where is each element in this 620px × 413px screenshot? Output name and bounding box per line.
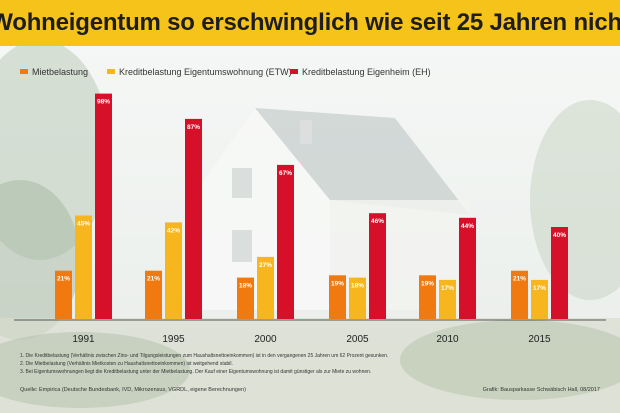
data-label-2000-series-2: 27% — [259, 262, 272, 269]
legend-label-1: Mietbelastung — [32, 67, 88, 77]
bar-1995-series-2 — [165, 222, 182, 319]
x-tick-label-2005: 2005 — [346, 334, 369, 345]
data-label-2000-series-3: 67% — [279, 170, 292, 177]
legend-swatch-1 — [20, 69, 28, 74]
bar-2010-series-2 — [439, 279, 456, 319]
footnote-1: 1. Die Kreditbelastung (Verhältnis zwisc… — [20, 353, 388, 359]
footnote-2: 2. Die Mietbelastung (Verhältnis Mietkos… — [20, 361, 233, 367]
bar-1995-series-1 — [145, 270, 162, 319]
data-label-2015-series-3: 40% — [553, 232, 566, 239]
x-tick-label-1995: 1995 — [162, 334, 185, 345]
data-label-1991-series-2: 45% — [77, 221, 90, 228]
x-tick-label-1991: 1991 — [72, 334, 95, 345]
page-title: Wohneigentum so erschwinglich wie seit 2… — [0, 9, 620, 36]
bar-2015-series-1 — [511, 270, 528, 319]
legend-label-2: Kreditbelastung Eigentumswohnung (ETW) — [119, 67, 292, 77]
data-label-1995-series-3: 87% — [187, 124, 200, 131]
data-label-2010-series-1: 19% — [421, 280, 434, 287]
footnote-3: 3. Bei Eigentumswohnungen liegt die Kred… — [20, 369, 371, 375]
x-tick-label-2015: 2015 — [528, 334, 551, 345]
x-tick-label-2000: 2000 — [254, 334, 277, 345]
data-label-2010-series-3: 44% — [461, 223, 474, 230]
data-label-2015-series-2: 17% — [533, 285, 546, 292]
data-label-1995-series-1: 21% — [147, 276, 160, 283]
bar-1991-series-3 — [95, 93, 112, 319]
bar-2015-series-3 — [551, 227, 568, 319]
x-tick-label-2010: 2010 — [436, 334, 459, 345]
data-label-2005-series-2: 18% — [351, 283, 364, 290]
bar-1991-series-2 — [75, 215, 92, 319]
data-label-1995-series-2: 42% — [167, 227, 180, 234]
bar-2010-series-1 — [419, 275, 436, 319]
data-label-1991-series-1: 21% — [57, 276, 70, 283]
title-banner: Wohneigentum so erschwinglich wie seit 2… — [0, 0, 620, 46]
legend-swatch-2 — [107, 69, 115, 74]
legend-swatch-3 — [290, 69, 298, 74]
bar-1991-series-1 — [55, 270, 72, 319]
bar-1995-series-3 — [185, 118, 202, 320]
data-label-2015-series-1: 21% — [513, 276, 526, 283]
bar-2000-series-2 — [257, 256, 274, 319]
data-label-2005-series-1: 19% — [331, 280, 344, 287]
bar-2005-series-1 — [329, 275, 346, 319]
bar-2015-series-2 — [531, 279, 548, 319]
data-label-2010-series-2: 17% — [441, 285, 454, 292]
bar-2005-series-3 — [369, 213, 386, 319]
data-label-2005-series-3: 46% — [371, 218, 384, 225]
credit-note: Grafik: Bausparkasse Schwäbisch Hall, 08… — [483, 387, 600, 393]
bar-2000-series-3 — [277, 164, 294, 319]
bar-2010-series-3 — [459, 217, 476, 319]
data-label-1991-series-3: 98% — [97, 99, 110, 106]
legend-label-3: Kreditbelastung Eigenheim (EH) — [302, 67, 431, 77]
source-note: Quelle: Empirica (Deutsche Bundesbank, I… — [20, 387, 246, 393]
data-label-2000-series-1: 18% — [239, 283, 252, 290]
bar-2005-series-2 — [349, 277, 366, 319]
bar-2000-series-1 — [237, 277, 254, 319]
